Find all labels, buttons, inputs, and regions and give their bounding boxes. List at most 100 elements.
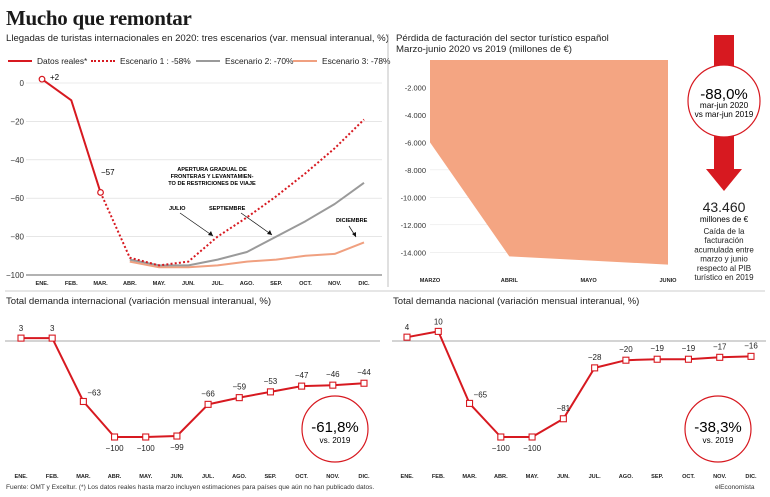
data-label: −46 <box>326 370 340 379</box>
data-label: −53 <box>264 377 278 386</box>
data-label: −99 <box>170 443 184 452</box>
x-tick-label: JUN. <box>171 474 184 480</box>
annotation-arrow-julio <box>179 212 214 237</box>
x-tick-label: OCT. <box>299 281 312 287</box>
data-point-marker <box>204 400 212 408</box>
x-tick-label: JUN. <box>557 474 570 480</box>
legend-escenario-3: Escenario 3: -78% <box>293 56 390 66</box>
nat-demand-chart: 4 10 −65 −100 −100 −81 −28 −20 −19 −19 −17 −16 ENE.… <box>392 317 766 480</box>
data-point-marker <box>173 432 181 440</box>
data-point-marker <box>497 433 505 441</box>
data-label: −47 <box>295 371 309 380</box>
footer-source: Fuente: OMT y Exceltur. (*) Los datos re… <box>6 484 375 491</box>
annotation-line-2: FRONTERAS Y LEVANTAMIEN- <box>171 174 254 180</box>
series-line <box>406 330 752 438</box>
data-label: 3 <box>19 324 24 333</box>
x-tick-label: JUL. <box>212 281 225 287</box>
x-tick-label: DIC. <box>745 474 757 480</box>
data-label: −81 <box>557 404 571 413</box>
series-line <box>129 181 365 267</box>
data-label: −100 <box>523 444 542 453</box>
arrowhead-julio <box>208 231 213 236</box>
y-tick-label: -8.000 <box>405 166 426 175</box>
y-tick-label: −100 <box>6 271 25 280</box>
int-x-ticks: ENE. FEB. MAR. ABR. MAY. JUN. JUL. AGO. SEP. OCT.… <box>14 474 370 480</box>
x-tick-label: SEP. <box>270 281 282 287</box>
x-tick-label: FEB. <box>46 474 59 480</box>
x-tick-label: MAY. <box>153 281 166 287</box>
x-tick-label: SEP. <box>264 474 276 480</box>
point-label-march: −57 <box>101 168 115 177</box>
loss-y-ticks: -2.000 -4.000 -6.000 -8.000 -10.000 -12.000 -1… <box>401 83 426 257</box>
nat-demand-series: 4 10 −65 −100 −100 −81 −28 −20 −19 −19 −17 −16 <box>403 317 758 453</box>
y-tick-label: −40 <box>10 156 24 165</box>
data-label: −100 <box>106 444 125 453</box>
y-tick-label: -14.000 <box>401 248 426 257</box>
int-demand-series: 3 3 −63 −100 −100 −99 −66 −59 −53 −47 −46 −44 <box>17 324 371 453</box>
x-tick-label: MAR. <box>462 474 477 480</box>
data-point-marker <box>528 433 536 441</box>
x-tick-label: AGO. <box>619 474 634 480</box>
x-tick-label: ENE. <box>35 281 49 287</box>
arrivals-series <box>38 75 365 269</box>
data-point-marker <box>298 382 306 390</box>
data-label: −63 <box>87 388 101 397</box>
data-point-marker <box>684 355 693 363</box>
arrivals-chart: 0 −20 −40 −60 −80 −100 ENE. FEB. MAR. ABR. MAY. JU… <box>6 73 382 287</box>
x-tick-label: ENE. <box>14 474 28 480</box>
point-label-feb-start: +2 <box>50 73 60 82</box>
x-tick-label: MAR. <box>93 281 108 287</box>
data-point-marker <box>79 397 87 406</box>
loss-amount-unit: millones de € <box>700 215 749 224</box>
int-demand-subtitle: Total demanda internacional (variación m… <box>6 296 272 307</box>
loss-pct-sub-1: mar-jun 2020 <box>700 101 749 110</box>
legend-label: Datos reales* <box>37 56 88 66</box>
loss-description-line: turístico en 2019 <box>694 273 754 282</box>
nat-pct-badge <box>684 395 752 463</box>
data-label: 3 <box>50 324 55 333</box>
annotation-arrow-septiembre <box>240 212 273 236</box>
x-tick-label: DIC. <box>358 281 370 287</box>
data-label: −20 <box>619 345 633 354</box>
x-tick-label: JUL. <box>202 474 215 480</box>
loss-x-ticks: MARZO ABRIL MAYO JUNIO <box>420 278 677 284</box>
data-point-marker <box>747 352 755 360</box>
data-point-marker <box>360 379 368 387</box>
data-point-marker <box>266 388 275 396</box>
x-tick-label: ABR. <box>494 474 508 480</box>
data-label: −28 <box>588 353 602 362</box>
loss-pct-value: -88,0% <box>700 86 748 103</box>
data-point-marker <box>622 356 630 364</box>
x-tick-label: MAY. <box>139 474 152 480</box>
data-point-marker <box>142 433 150 441</box>
y-tick-label: −80 <box>10 233 24 242</box>
data-label: −19 <box>650 344 664 353</box>
loss-description-line: respecto al PIB <box>697 264 751 273</box>
arrivals-subtitle: Llegadas de turistas internacionales en … <box>6 33 389 44</box>
x-tick-label: AGO. <box>240 281 255 287</box>
x-tick-label: MAYO <box>581 278 598 284</box>
x-tick-label: OCT. <box>682 474 695 480</box>
data-label: −16 <box>744 341 758 350</box>
legend-swatch-solid <box>8 60 32 62</box>
arrivals-x-ticks: ENE. FEB. MAR. ABR. MAY. JUN. JUL. AGO. SEP. OCT.… <box>35 281 370 287</box>
data-point-marker <box>403 333 411 341</box>
loss-description-line: acumulada entre <box>694 245 754 254</box>
legend-label: Escenario 2: -70% <box>225 56 294 66</box>
legend-swatch-salmon <box>293 60 317 62</box>
y-tick-label: -6.000 <box>405 138 426 147</box>
loss-area <box>430 60 668 265</box>
x-tick-label: NOV. <box>713 474 727 480</box>
x-tick-label: MAY. <box>526 474 539 480</box>
legend-escenario-2: Escenario 2: -70% <box>196 56 293 66</box>
data-point-marker <box>465 399 474 407</box>
legend-label: Escenario 3: -78% <box>322 56 391 66</box>
legend-swatch-dotted <box>91 60 115 62</box>
y-tick-label: −20 <box>10 117 24 126</box>
loss-subtitle-line-2: Marzo-junio 2020 vs 2019 (millones de €) <box>396 44 572 55</box>
loss-subtitle-line-1: Pérdida de facturación del sector turíst… <box>396 33 609 44</box>
data-label: −65 <box>474 390 488 399</box>
annotation-line-3: TO DE RESTRICIONES DE VIAJE <box>168 181 256 187</box>
loss-description-line: marzo y junio <box>700 255 748 264</box>
